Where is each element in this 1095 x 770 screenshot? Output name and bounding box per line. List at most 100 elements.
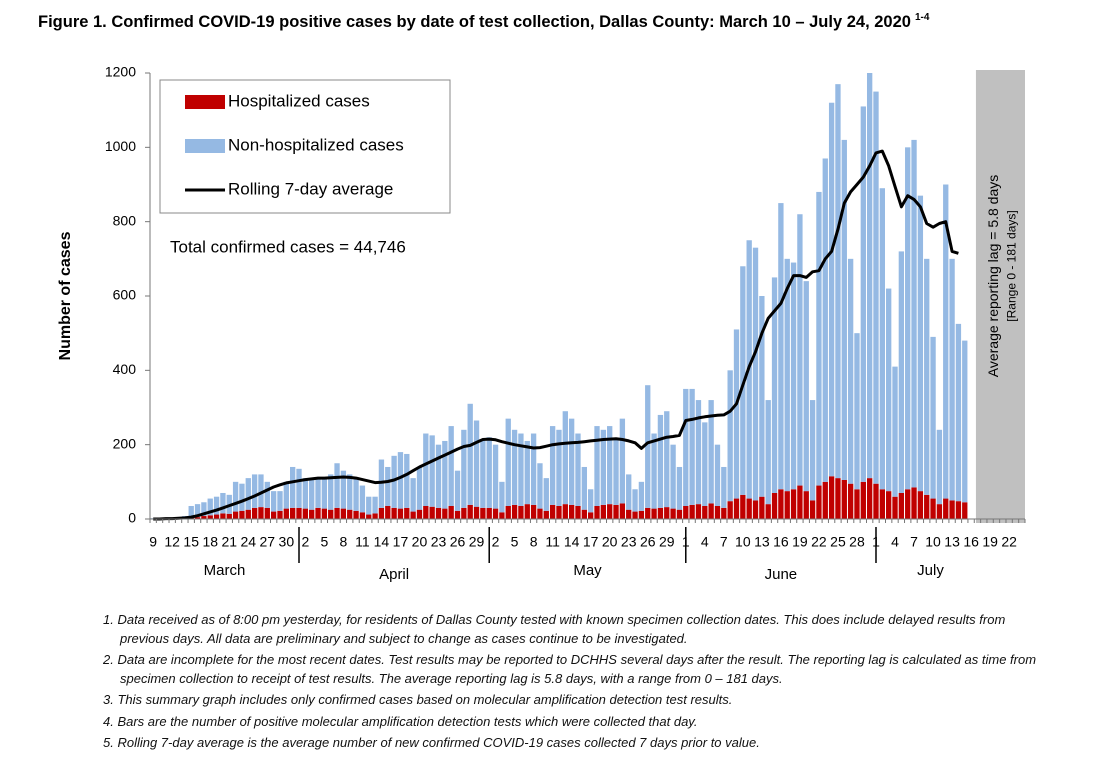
bar xyxy=(480,440,486,508)
bar xyxy=(366,514,372,519)
bar xyxy=(936,504,943,519)
bar xyxy=(683,388,689,506)
legend-label: Rolling 7-day average xyxy=(228,179,393,198)
bar xyxy=(442,440,448,509)
title-superscript: 1-4 xyxy=(915,12,930,23)
bar xyxy=(537,508,543,519)
bar xyxy=(873,483,879,519)
bar xyxy=(505,418,511,506)
bar xyxy=(873,91,879,484)
bar xyxy=(695,504,702,519)
x-tick-label: 22 xyxy=(1001,534,1017,550)
legend-label: Non-hospitalized cases xyxy=(228,135,404,154)
bar xyxy=(575,505,581,519)
footnote: 2. Data are incomplete for the most rece… xyxy=(103,652,1037,686)
bar xyxy=(626,509,632,519)
y-tick-label: 1200 xyxy=(105,64,136,80)
bar xyxy=(442,508,448,519)
bar xyxy=(917,491,924,519)
bar xyxy=(486,507,492,519)
bar xyxy=(676,466,683,510)
bar xyxy=(480,507,486,519)
x-tick-label: 18 xyxy=(202,534,218,550)
bar xyxy=(404,453,410,508)
bar xyxy=(283,508,289,519)
bar xyxy=(435,444,442,508)
bar xyxy=(911,487,917,519)
lag-range: [Range 0 - 181 days] xyxy=(1005,210,1019,321)
bar xyxy=(797,485,803,519)
title-text: Figure 1. Confirmed COVID-19 positive ca… xyxy=(38,13,911,31)
bar xyxy=(619,503,626,519)
bar xyxy=(239,483,245,511)
bar xyxy=(201,502,207,517)
bar xyxy=(353,510,359,519)
bar xyxy=(543,478,549,511)
bar xyxy=(321,478,328,509)
bar xyxy=(670,508,676,519)
bar xyxy=(524,440,530,505)
bar xyxy=(670,444,676,509)
bar xyxy=(841,139,847,480)
x-tick-label: 22 xyxy=(811,534,827,550)
bar xyxy=(879,489,885,519)
bar xyxy=(816,191,822,486)
x-tick-label: 7 xyxy=(910,534,918,550)
bar xyxy=(638,481,645,511)
bar xyxy=(594,426,600,506)
bar xyxy=(568,418,575,505)
legend-swatch xyxy=(185,139,225,153)
bar xyxy=(759,496,765,519)
bar xyxy=(892,366,898,497)
bar xyxy=(549,504,556,519)
bar xyxy=(309,479,315,510)
bar xyxy=(334,463,340,508)
y-tick-label: 1000 xyxy=(105,138,136,154)
x-tick-label: 30 xyxy=(279,534,295,550)
bar xyxy=(955,501,962,519)
bar xyxy=(924,494,930,519)
bar xyxy=(296,507,302,519)
bar xyxy=(784,258,790,492)
bar xyxy=(461,507,467,519)
bar xyxy=(803,281,809,492)
y-tick-label: 800 xyxy=(113,212,137,228)
bar xyxy=(917,195,924,492)
bar xyxy=(448,505,454,519)
bar xyxy=(657,507,664,519)
bar xyxy=(588,512,594,519)
bar xyxy=(328,509,334,519)
bar xyxy=(359,512,366,519)
bar xyxy=(600,504,607,519)
bar xyxy=(505,505,511,519)
x-tick-label: 25 xyxy=(830,534,846,550)
bar xyxy=(632,511,638,519)
legend-swatch xyxy=(185,95,225,109)
bar xyxy=(784,491,790,519)
y-tick-label: 200 xyxy=(113,435,137,451)
bar xyxy=(340,508,347,519)
bar xyxy=(213,496,220,515)
bar xyxy=(771,492,778,519)
bar xyxy=(962,340,968,503)
footnote: 5. Rolling 7-day average is the average … xyxy=(103,735,760,750)
x-tick-label: 28 xyxy=(849,534,865,550)
x-tick-label: 10 xyxy=(735,534,751,550)
bar xyxy=(201,516,207,519)
bar xyxy=(372,513,378,519)
bar xyxy=(721,507,727,519)
bar xyxy=(936,429,943,505)
bar xyxy=(290,507,296,519)
bar xyxy=(467,504,473,519)
chart: Figure 1. Confirmed COVID-19 positive ca… xyxy=(38,12,1026,583)
bar xyxy=(226,513,232,519)
bar xyxy=(188,505,194,518)
bar xyxy=(695,400,702,505)
bar xyxy=(645,507,651,519)
bar xyxy=(702,422,708,506)
bar xyxy=(537,463,543,509)
annotation: Total confirmed cases = 44,746 xyxy=(170,237,406,256)
x-tick-label: 5 xyxy=(320,534,328,550)
bar xyxy=(809,400,816,501)
bar xyxy=(828,102,835,477)
